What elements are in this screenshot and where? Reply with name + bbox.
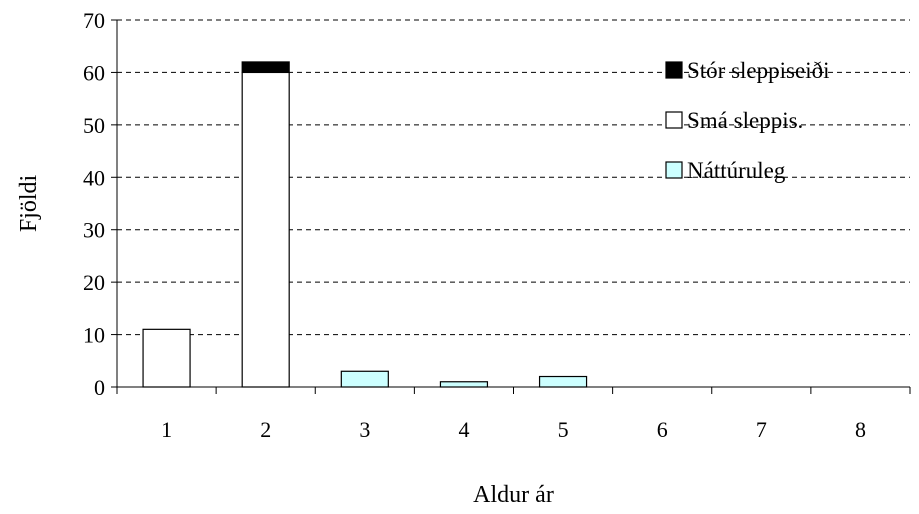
legend-item: Stór sleppiseiði: [665, 58, 829, 83]
y-tick-label: 0: [94, 375, 105, 400]
y-tick-label: 20: [83, 270, 105, 295]
x-tick-label: 8: [855, 417, 866, 442]
legend-swatch: [665, 111, 683, 129]
x-axis-title: Aldur ár: [473, 482, 554, 508]
y-axis-title: Fjöldi: [16, 174, 42, 232]
legend-label: Stór sleppiseiði: [687, 58, 829, 83]
x-tick-label: 2: [260, 417, 271, 442]
legend-label: Náttúruleg: [687, 158, 786, 183]
bar-segment: [241, 71, 290, 388]
x-tick-label: 6: [657, 417, 668, 442]
x-tick-label: 5: [558, 417, 569, 442]
y-tick-label: 70: [83, 8, 105, 33]
legend-item: Náttúruleg: [665, 158, 786, 183]
bar-segment: [439, 381, 489, 388]
x-tick-label: 7: [756, 417, 767, 442]
y-tick-label: 10: [83, 323, 105, 348]
y-tick-label: 30: [83, 218, 105, 243]
bar-segment: [340, 370, 389, 388]
legend-swatch: [665, 61, 683, 79]
legend-item: Smá sleppis.: [665, 108, 803, 133]
legend-swatch: [665, 161, 683, 179]
x-tick-label: 1: [161, 417, 172, 442]
bar-segment: [241, 61, 290, 74]
y-tick-label: 40: [83, 165, 105, 190]
x-tick-label: 4: [458, 417, 469, 442]
gridlines: [117, 19, 910, 336]
bars: [142, 61, 588, 388]
y-tick-label: 60: [83, 60, 105, 85]
legend-label: Smá sleppis.: [687, 108, 803, 133]
ticks: 0 10 20 30 40 50 60 70 1 2 3 4 5 6 7 8: [83, 8, 911, 442]
bar-segment: [142, 328, 191, 388]
legend: Stór sleppiseiði Smá sleppis. Náttúruleg: [665, 58, 829, 183]
x-tick-label: 3: [359, 417, 370, 442]
y-tick-label: 50: [83, 113, 105, 138]
bar-segment: [538, 375, 588, 388]
